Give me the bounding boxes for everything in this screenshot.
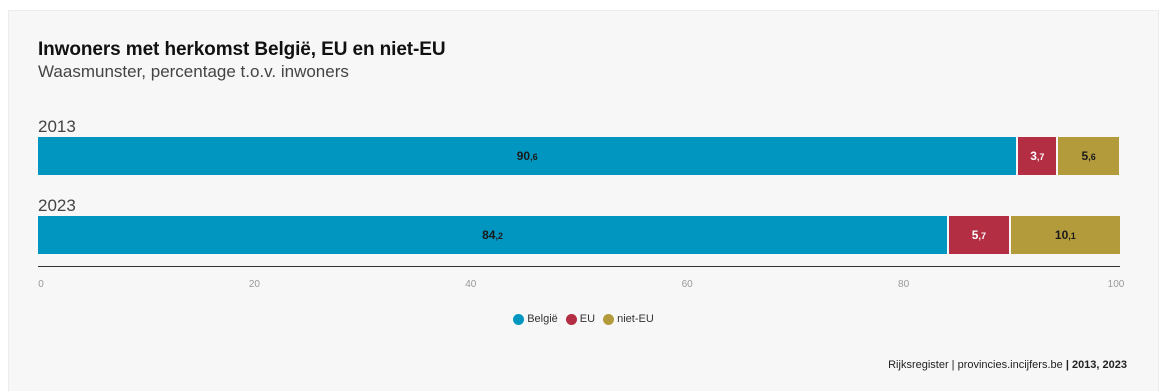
bar-row-2013: 90,6 3,7 5,6 bbox=[38, 137, 1120, 175]
legend-item-EU[interactable]: EU bbox=[565, 313, 596, 325]
bar-België-2023: 84,2 bbox=[38, 216, 948, 254]
legend-label: België bbox=[527, 313, 558, 325]
bar-België-2013: 90,6 bbox=[38, 137, 1017, 175]
bar-niet-EU-2013: 5,6 bbox=[1058, 137, 1119, 175]
bar-niet-EU-2023: 10,1 bbox=[1010, 216, 1120, 254]
x-axis-line bbox=[38, 266, 1120, 267]
legend-label: EU bbox=[579, 313, 596, 325]
legend-swatch bbox=[513, 313, 525, 325]
x-tick-label: 60 bbox=[681, 279, 693, 290]
chart-title: Inwoners met herkomst België, EU en niet… bbox=[38, 39, 446, 60]
bar-row-2023: 84,2 5,7 10,1 bbox=[38, 216, 1120, 254]
data-label: 10,1 bbox=[1054, 228, 1076, 242]
x-tick-label: 20 bbox=[248, 279, 260, 290]
legend-item-niet-EU[interactable]: niet-EU bbox=[603, 313, 654, 325]
data-label: 5,6 bbox=[1081, 149, 1096, 163]
chart-subtitle: Waasmunster, percentage t.o.v. inwoners bbox=[38, 62, 349, 81]
data-label: 90,6 bbox=[516, 149, 538, 163]
chart-card bbox=[8, 10, 1159, 391]
data-label: 5,7 bbox=[971, 228, 986, 242]
legend-item-België[interactable]: België bbox=[513, 313, 558, 325]
legend: België EU niet-EU bbox=[0, 313, 1167, 325]
legend-swatch bbox=[565, 313, 577, 325]
x-tick-label: 0 bbox=[38, 279, 44, 290]
bar-EU-2023: 5,7 bbox=[949, 216, 1009, 254]
data-label: 84,2 bbox=[482, 228, 503, 242]
x-tick-label: 100 bbox=[1107, 279, 1125, 290]
bar-EU-2013: 3,7 bbox=[1018, 137, 1057, 175]
legend-swatch bbox=[603, 313, 615, 325]
x-tick-label: 80 bbox=[898, 279, 910, 290]
source-years: | 2013, 2023 bbox=[1065, 359, 1127, 371]
category-label-2013: 2013 bbox=[38, 117, 76, 136]
category-label-2023: 2023 bbox=[38, 196, 76, 215]
legend-label: niet-EU bbox=[617, 313, 654, 325]
source-note: Rijksregister | provincies.incijfers.be … bbox=[888, 359, 1127, 371]
data-label: 3,7 bbox=[1030, 149, 1045, 163]
source-text: Rijksregister | provincies.incijfers.be bbox=[888, 359, 1066, 371]
x-tick-label: 40 bbox=[465, 279, 477, 290]
